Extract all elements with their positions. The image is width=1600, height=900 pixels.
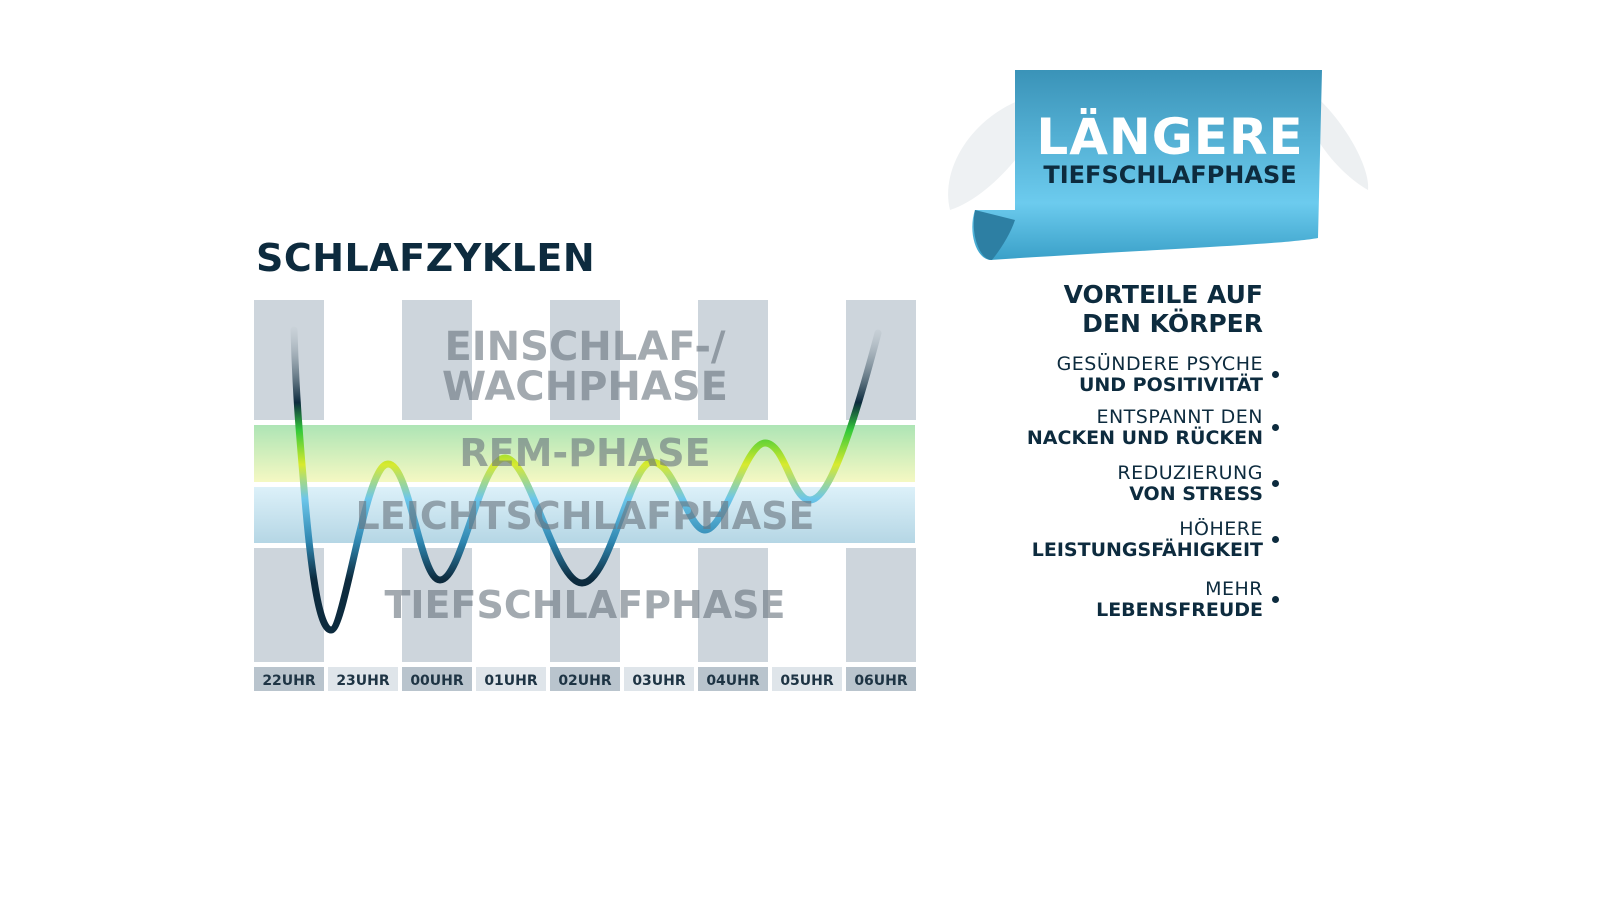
time-column [402,300,472,420]
hour-label: 05UHR [780,673,834,689]
hour-box [698,667,768,691]
time-column [550,300,620,420]
bullet-icon [1272,536,1279,543]
phase-label-rem: REM-PHASE [459,431,710,475]
hour-label: 01UHR [484,673,538,689]
benefit-line1: ENTSPANNT DEN [1096,406,1263,428]
hour-box [402,667,472,691]
hour-label: 00UHR [410,673,464,689]
hour-box [550,667,620,691]
time-column [698,300,768,420]
benefits-title-line: VORTEILE AUF [1063,280,1263,309]
banner-ribbon [948,70,1369,260]
feather-icon [948,100,1369,210]
time-column [402,548,472,662]
hour-label: 22UHR [262,673,316,689]
benefit-line1: MEHR [1205,578,1263,600]
time-column [846,548,916,662]
time-column [254,300,324,420]
hour-label: 23UHR [336,673,390,689]
hour-label: 04UHR [706,673,760,689]
hour-box [772,667,842,691]
benefit-line2: UND POSITIVITÄT [1078,374,1263,396]
hour-box [254,667,324,691]
benefit-line2: NACKEN UND RÜCKEN [1026,427,1263,449]
bullet-icon [1272,371,1279,378]
hour-box [846,667,916,691]
banner-subtitle: TIEFSCHLAFPHASE [1043,161,1297,189]
benefit-line1: REDUZIERUNG [1117,462,1263,484]
phase-label-deep: TIEFSCHLAFPHASE [384,583,785,627]
hour-box [624,667,694,691]
benefit-line1: GESÜNDERE PSYCHE [1056,353,1263,375]
benefit-line1: HÖHERE [1179,518,1263,540]
bullet-icon [1272,596,1279,603]
rem-band [254,425,915,482]
bullet-icon [1272,424,1279,431]
benefit-item: GESÜNDERE PSYCHE UND POSITIVITÄT [1057,354,1263,396]
benefit-item: REDUZIERUNG VON STRESS [1117,463,1263,505]
banner-title: LÄNGERE [1036,108,1304,166]
hour-label: 06UHR [854,673,908,689]
time-column [698,548,768,662]
benefit-item: ENTSPANNT DEN NACKEN UND RÜCKEN [1027,407,1263,449]
hour-label: 02UHR [558,673,612,689]
benefits-title: VORTEILE AUF DEN KÖRPER [1064,280,1263,338]
chart-title: SCHLAFZYKLEN [256,236,596,280]
phase-label-wake-2: WACHPHASE [442,364,728,410]
hour-box [476,667,546,691]
benefit-line2: VON STRESS [1129,483,1263,505]
benefit-item: HÖHERE LEISTUNGSFÄHIGKEIT [1032,519,1263,561]
benefit-item: MEHR LEBENSFREUDE [1096,579,1263,621]
bullet-icon [1272,480,1279,487]
benefit-line2: LEBENSFREUDE [1096,599,1263,621]
benefits-title-line: DEN KÖRPER [1082,309,1263,338]
phase-label-wake: EINSCHLAF-/ [444,324,725,370]
hour-label: 03UHR [632,673,686,689]
sleep-curve [290,326,882,634]
benefit-line2: LEISTUNGSFÄHIGKEIT [1031,539,1263,561]
phase-label-light: LEICHTSCHLAFPHASE [356,494,815,538]
hour-box [328,667,398,691]
